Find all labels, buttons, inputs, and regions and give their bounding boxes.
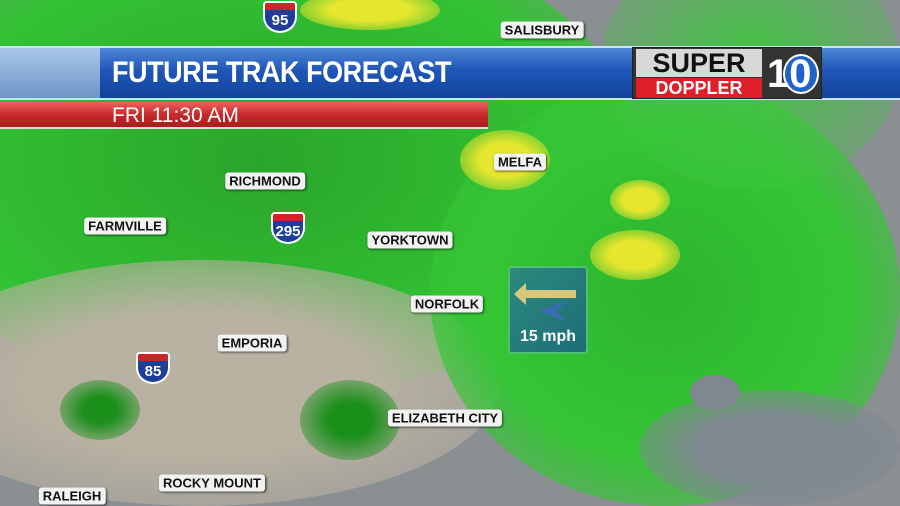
- wind-chevron-icon: [538, 300, 568, 322]
- forecast-time: FRI 11:30 AM: [112, 104, 239, 127]
- city-label-raleigh: RALEIGH: [38, 487, 106, 505]
- wave-icon: [783, 54, 819, 94]
- logo-doppler-text: DOPPLER: [636, 78, 762, 98]
- wind-indicator: 15 mph: [508, 266, 588, 354]
- city-label-yorktown: YORKTOWN: [367, 231, 453, 249]
- arrow-left-icon: [514, 283, 576, 305]
- interstate-85-shield: 85: [136, 352, 170, 384]
- city-label-elizabeth-city: ELIZABETH CITY: [387, 409, 503, 427]
- city-label-farmville: FARMVILLE: [84, 217, 166, 235]
- city-label-melfa: MELFA: [493, 153, 547, 171]
- time-banner: FRI 11:30 AM: [0, 102, 488, 129]
- interstate-295-shield: 295: [271, 212, 305, 244]
- city-label-salisbury: SALISBURY: [500, 21, 584, 39]
- logo-super-text: SUPER: [636, 49, 762, 77]
- logo-channel-number: 10: [767, 52, 812, 96]
- forecast-title: FUTURE TRAK FORECAST: [112, 56, 451, 89]
- wind-speed: 15 mph: [519, 328, 576, 345]
- city-label-norfolk: NORFOLK: [410, 295, 484, 313]
- city-label-richmond: RICHMOND: [225, 172, 305, 190]
- city-label-rocky-mount: ROCKY MOUNT: [159, 474, 265, 492]
- city-label-emporia: EMPORIA: [217, 334, 287, 352]
- interstate-95-shield: 95: [263, 1, 297, 33]
- super-doppler-10-logo: SUPER DOPPLER 10: [632, 47, 822, 99]
